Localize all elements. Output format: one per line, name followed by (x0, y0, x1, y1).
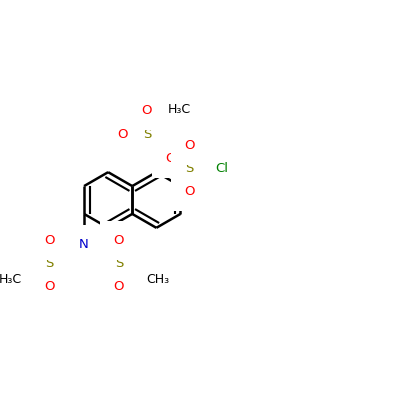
Text: O: O (114, 234, 124, 247)
Text: S: S (185, 162, 194, 175)
Text: H₃C: H₃C (0, 273, 21, 286)
Text: O: O (166, 152, 176, 165)
Text: S: S (115, 257, 123, 270)
Text: O: O (184, 139, 194, 152)
Text: O: O (142, 104, 152, 117)
Text: S: S (45, 257, 54, 270)
Text: Cl: Cl (216, 162, 228, 175)
Text: S: S (143, 128, 151, 141)
Text: N: N (79, 238, 89, 251)
Text: O: O (114, 280, 124, 293)
Text: O: O (184, 185, 194, 198)
Text: O: O (44, 280, 54, 293)
Text: H₃C: H₃C (168, 104, 191, 116)
Text: O: O (44, 234, 54, 247)
Text: O: O (118, 128, 128, 141)
Text: CH₃: CH₃ (147, 273, 170, 286)
